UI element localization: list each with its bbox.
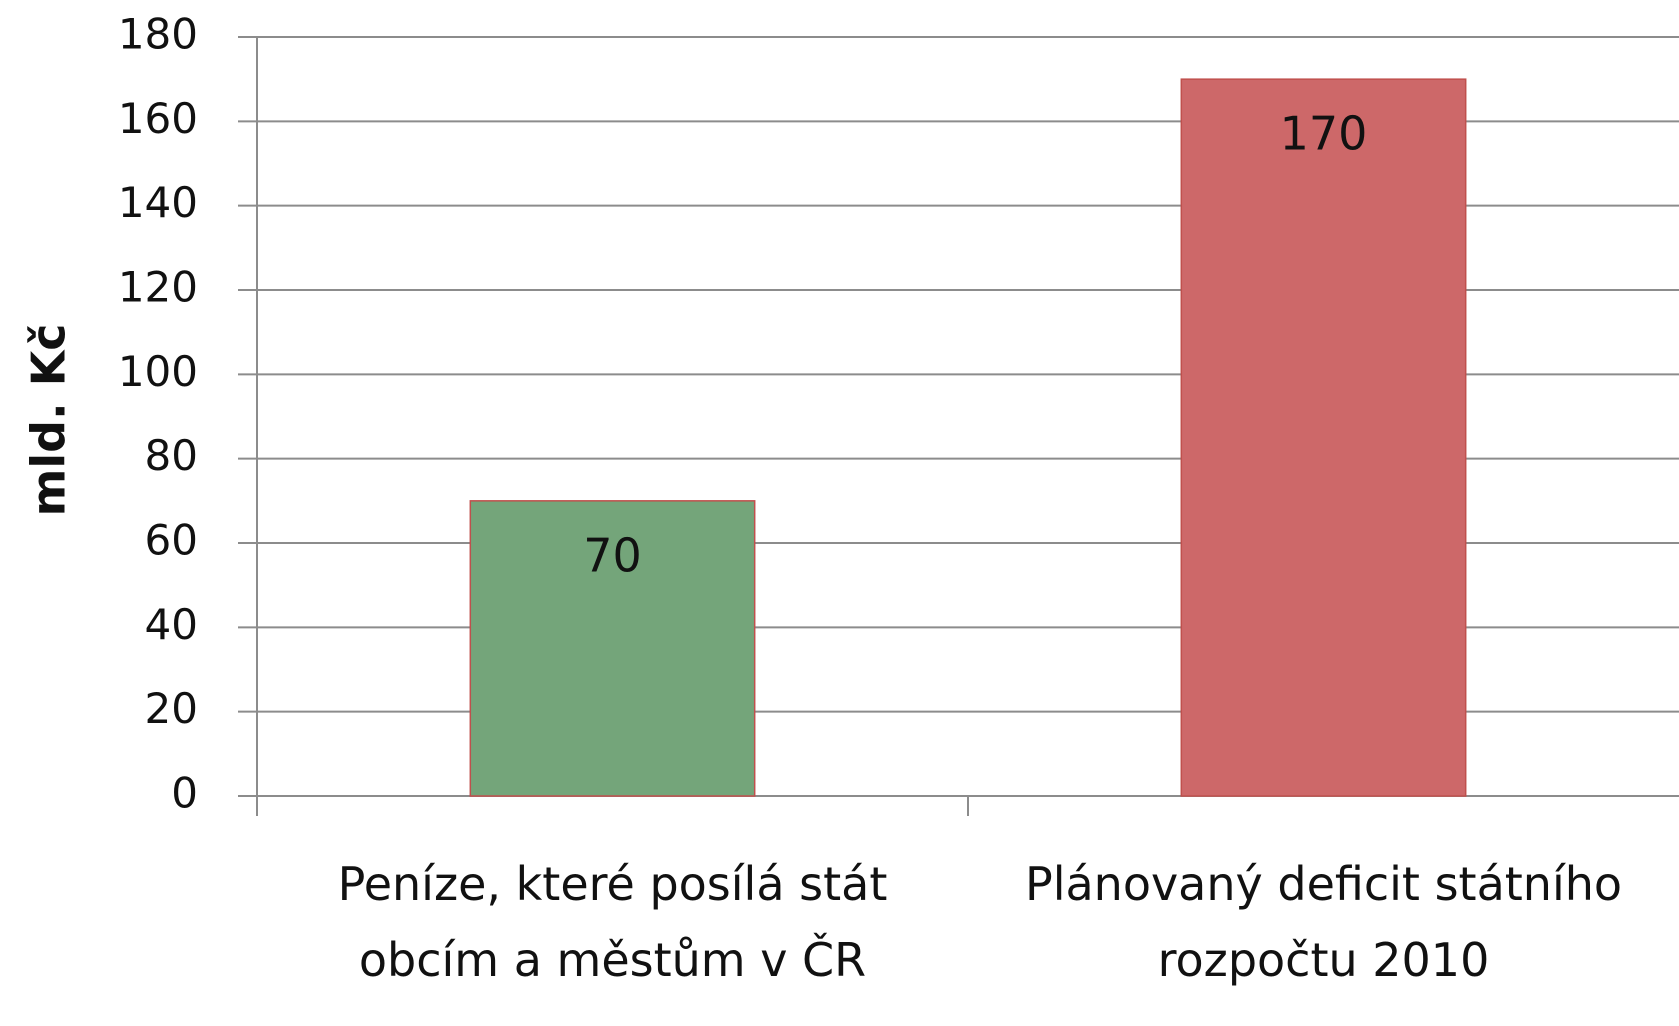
data-label: 170 (1280, 107, 1368, 161)
bar (1180, 78, 1467, 797)
y-tick-label: 180 (118, 10, 198, 59)
y-tick-label: 140 (118, 178, 198, 227)
x-tick-label: Plánovaný deficit státního rozpočtu 2010 (1024, 857, 1623, 987)
y-axis-label: mld. Kč (22, 323, 76, 516)
data-label: 70 (583, 528, 642, 582)
y-tick-label: 120 (118, 263, 198, 312)
y-tick-label: 40 (145, 600, 198, 649)
y-tick-label: 20 (145, 684, 198, 733)
y-tick-label: 80 (145, 431, 198, 480)
bar (469, 500, 756, 797)
y-tick-label: 60 (145, 516, 198, 565)
x-tick-label: Peníze, které posílá stát obcím a městům… (337, 857, 888, 987)
y-tick-label: 100 (118, 347, 198, 396)
y-tick-label: 0 (171, 769, 198, 818)
y-tick-label: 160 (118, 94, 198, 143)
